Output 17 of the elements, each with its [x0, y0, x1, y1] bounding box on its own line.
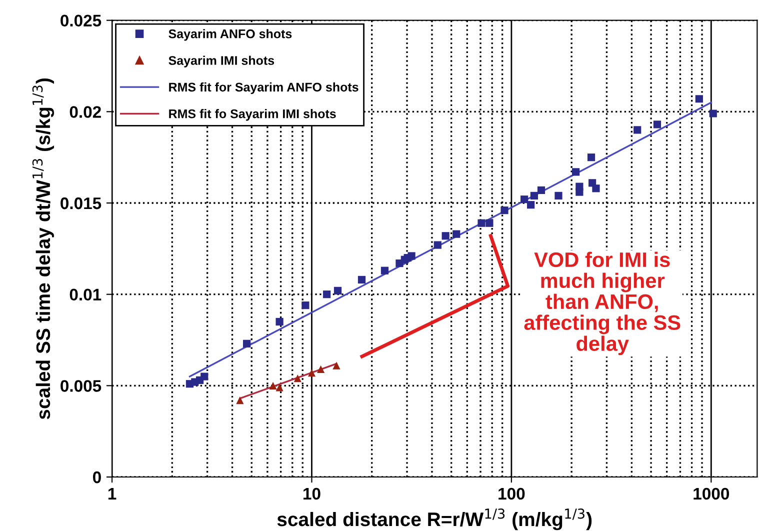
- annotation: VOD for IMI is much higher than ANFO, affecting the SS delay: [524, 252, 680, 356]
- x-tick-label: 1: [108, 488, 116, 500]
- y-tick-label: 0.01: [70, 288, 102, 301]
- x-axis-title: scaled distance R=r/W$^{1/3}$ (m/kg$^{1/3}$): [277, 508, 592, 530]
- y-tick-label: 0.015: [60, 197, 102, 210]
- y-axis-title: scaled SS time delay dt/W$^{1/3}$ (s/kg$^{1/3}$): [32, 78, 54, 420]
- y-tick-label: 0.005: [60, 380, 102, 392]
- legend-label: RMS fit for Sayarim ANFO shots: [169, 82, 358, 94]
- y-tick-label: 0: [93, 471, 101, 484]
- legend-label: RMS fit fo Sayarim IMI shots: [169, 109, 336, 121]
- x-tick-label: 10: [304, 488, 320, 500]
- x-tick-label: 100: [498, 488, 525, 500]
- x-tick-label: 1000: [694, 488, 730, 500]
- legend-label: Sayarim ANFO shots: [168, 29, 292, 41]
- y-tick-label: 0.025: [60, 14, 102, 27]
- y-tick-label: 0.02: [70, 106, 101, 118]
- legend-label: Sayarim IMI shots: [168, 56, 274, 68]
